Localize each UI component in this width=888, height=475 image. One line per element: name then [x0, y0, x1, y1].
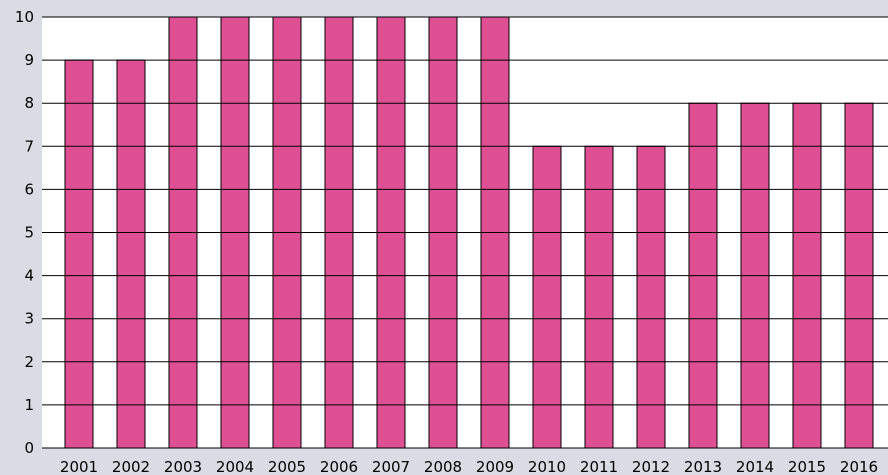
- bar-2012: [636, 145, 666, 449]
- bar-2002: [116, 59, 146, 449]
- gridlines: [42, 16, 888, 449]
- y-tick-label: 0: [24, 439, 34, 457]
- x-tick-label: 2016: [840, 458, 878, 475]
- y-tick-label: 6: [24, 180, 34, 198]
- x-tick-label: 2002: [112, 458, 150, 475]
- x-axis-tick-labels: 2001 2002 2003 2004 2005 2006 2007 2008 2009 2010…: [60, 458, 878, 475]
- x-tick-label: 2010: [528, 458, 566, 475]
- x-tick-label: 2013: [684, 458, 722, 475]
- y-tick-label: 3: [24, 310, 34, 328]
- x-tick-label: 2006: [320, 458, 358, 475]
- x-tick-label: 2009: [476, 458, 514, 475]
- x-tick-label: 2005: [268, 458, 306, 475]
- y-tick-label: 7: [24, 137, 34, 155]
- x-tick-label: 2015: [788, 458, 826, 475]
- bar-2011: [584, 145, 614, 449]
- x-tick-label: 2007: [372, 458, 410, 475]
- y-tick-label: 4: [24, 267, 34, 285]
- x-tick-label: 2012: [632, 458, 670, 475]
- y-tick-label: 9: [24, 51, 34, 69]
- x-tick-label: 2003: [164, 458, 202, 475]
- y-axis-tick-labels: 0 1 2 3 4 5 6 7 8 9 10: [15, 8, 34, 457]
- y-tick-label: 8: [24, 94, 34, 112]
- y-tick-label: 2: [24, 353, 34, 371]
- bar-2010: [532, 145, 562, 449]
- bar-2001: [64, 59, 94, 449]
- x-tick-label: 2014: [736, 458, 774, 475]
- y-tick-label: 10: [15, 8, 34, 26]
- y-tick-label: 1: [24, 396, 34, 414]
- x-tick-label: 2008: [424, 458, 462, 475]
- x-tick-label: 2001: [60, 458, 98, 475]
- y-tick-label: 5: [24, 224, 34, 242]
- x-tick-label: 2011: [580, 458, 618, 475]
- x-tick-label: 2004: [216, 458, 254, 475]
